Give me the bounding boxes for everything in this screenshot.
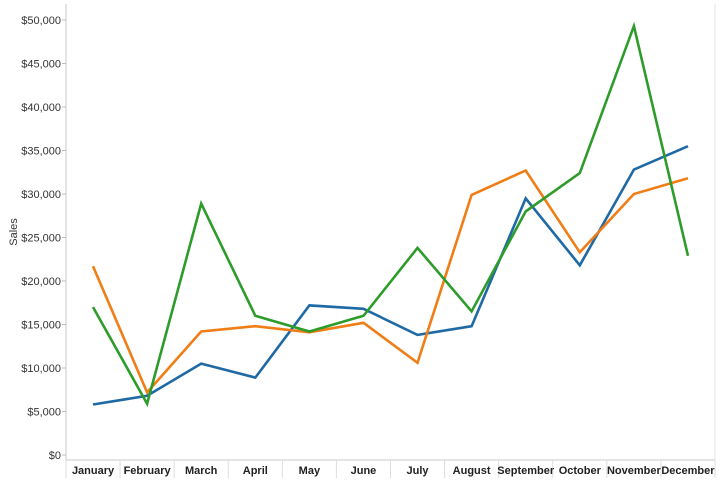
x-tick-label: April bbox=[243, 465, 268, 477]
y-tick-label: $0 bbox=[49, 450, 61, 462]
x-tick-label: November bbox=[607, 465, 662, 477]
x-tick-label: June bbox=[351, 465, 377, 477]
y-tick-label: $40,000 bbox=[21, 102, 61, 114]
y-tick-label: $25,000 bbox=[21, 233, 61, 245]
x-tick-label: December bbox=[661, 465, 715, 477]
y-tick-label: $5,000 bbox=[27, 407, 61, 419]
x-tick-label: August bbox=[453, 465, 491, 477]
y-axis-title: Sales bbox=[8, 218, 20, 246]
x-tick-label: September bbox=[497, 465, 555, 477]
x-tick-label: May bbox=[299, 465, 321, 477]
x-tick-label: March bbox=[185, 465, 218, 477]
series-line-2 bbox=[91, 168, 689, 395]
y-tick-label: $30,000 bbox=[21, 189, 61, 201]
x-tick-label: February bbox=[124, 465, 172, 477]
x-tick-label: July bbox=[407, 465, 430, 477]
y-axis: $0 $5,000 $10,000 $15,000 $20,000 $25,000 $30,… bbox=[21, 15, 66, 462]
y-tick-label: $45,000 bbox=[21, 59, 61, 71]
y-tick-label: $15,000 bbox=[21, 320, 61, 332]
series-lines bbox=[91, 21, 690, 408]
y-tick-label: $10,000 bbox=[21, 363, 61, 375]
series-line-3 bbox=[91, 21, 690, 408]
series-line-1 bbox=[92, 145, 689, 406]
y-tick-label: $35,000 bbox=[21, 146, 61, 158]
y-tick-label: $20,000 bbox=[21, 276, 61, 288]
y-tick-label: $50,000 bbox=[21, 15, 61, 27]
x-tick-label: January bbox=[72, 465, 115, 477]
x-tick-label: October bbox=[559, 465, 602, 477]
x-axis: January February March April May June July Augu… bbox=[65, 460, 716, 478]
